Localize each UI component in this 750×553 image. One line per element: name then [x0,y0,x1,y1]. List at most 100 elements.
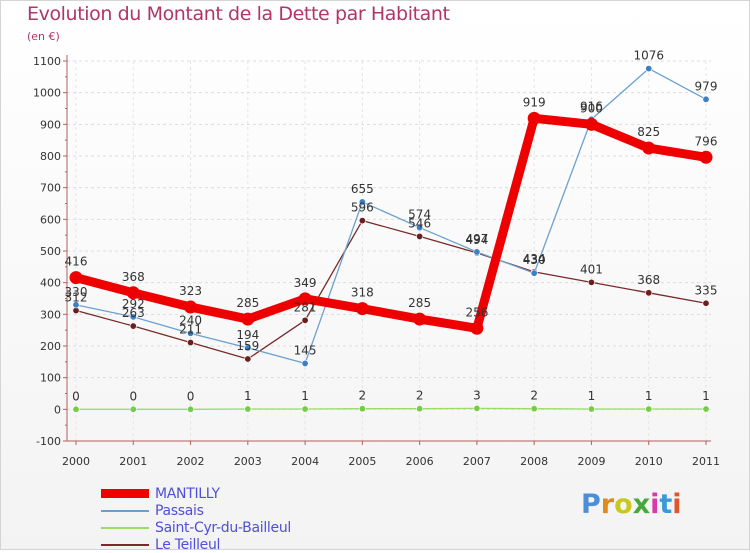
data-label: 263 [122,306,145,320]
logo-letter: P [581,489,601,520]
x-tick-label: 2008 [520,455,548,468]
data-point [702,405,710,413]
data-label: 292 [122,297,145,311]
data-label: 318 [351,286,374,300]
data-point [358,405,366,413]
x-tick-label: 2005 [348,455,376,468]
y-tick-label: 500 [40,245,61,258]
data-label: 916 [580,99,603,113]
data-label: 2 [359,389,367,403]
data-label: 416 [65,255,88,269]
data-point [416,232,424,240]
data-label: 796 [695,134,718,148]
logo-letter: x [632,489,651,520]
series-line-passais [75,67,707,365]
data-label: 1 [244,389,252,403]
data-point [645,65,653,73]
data-label: 655 [351,182,374,196]
data-label: 256 [465,305,488,319]
data-label: 0 [187,389,195,403]
data-point [587,278,595,286]
data-label: 211 [179,323,202,337]
chart-subtitle: (en €) [27,30,60,43]
x-tick-label: 2002 [177,455,205,468]
data-label: 349 [294,276,317,290]
logo-letter: r [600,489,615,520]
logo-letter: o [614,489,633,520]
data-point [530,405,538,413]
logo-letter: i [650,489,660,520]
data-point [473,404,481,412]
y-tick-label: 0 [54,403,61,416]
data-point [416,224,424,232]
y-tick-label: -100 [36,435,61,448]
data-point [587,405,595,413]
x-tick-label: 2009 [577,455,605,468]
logo-letter: i [672,489,682,520]
y-tick-label: 900 [40,118,61,131]
legend-label: Le Teilleul [155,536,221,553]
data-label: 312 [65,291,88,305]
data-label: 497 [465,232,488,246]
data-point [187,405,195,413]
x-tick-label: 2006 [406,455,434,468]
data-point [244,344,252,352]
data-point [702,95,710,103]
data-point [358,198,366,206]
data-label: 546 [408,216,431,230]
data-label: 919 [523,95,546,109]
x-tick-label: 2010 [635,455,663,468]
y-tick-label: 600 [40,213,61,226]
data-label: 1 [645,389,653,403]
data-label: 330 [65,285,88,299]
x-tick-label: 2004 [291,455,319,468]
legend-label: Saint-Cyr-du-Bailleul [155,519,291,536]
proxiti-logo: Proxiti [581,489,682,520]
data-label: 1 [301,389,309,403]
data-label: 3 [473,388,481,402]
data-point [129,405,137,413]
data-point [358,217,366,225]
x-tick-label: 2011 [692,455,720,468]
legend-swatch [101,509,149,512]
logo-letter: t [659,489,673,520]
series-line-mantilly [71,113,711,333]
y-tick-label: 800 [40,150,61,163]
data-point [129,313,137,321]
y-tick-label: 200 [40,340,61,353]
data-point [72,405,80,413]
legend-swatch [101,489,149,498]
data-label: 194 [236,328,259,342]
data-label: 825 [637,125,660,139]
data-label: 979 [695,79,718,93]
data-point [187,329,195,337]
data-point [244,405,252,413]
data-label: 1076 [633,49,664,63]
data-point [301,316,309,324]
series-line-saint-cyr-du-bailleul [75,407,707,410]
chart-title: Evolution du Montant de la Dette par Hab… [27,3,450,25]
data-point [72,301,80,309]
legend-item: Passais [101,502,291,519]
data-point [699,150,713,164]
y-tick-label: 400 [40,277,61,290]
data-point [645,405,653,413]
data-label: 434 [523,252,546,266]
legend-label: Passais [155,502,204,519]
legend-label: MANTILLY [155,485,220,502]
y-tick-label: 700 [40,182,61,195]
data-point [184,300,198,314]
data-label: 323 [179,284,202,298]
y-tick-label: 1100 [33,55,61,68]
data-label: 574 [408,208,431,222]
data-point [241,312,255,326]
data-label: 281 [294,300,317,314]
data-label: 0 [72,389,80,403]
data-label: 240 [179,313,202,327]
x-tick-label: 2003 [234,455,262,468]
data-label: 1 [588,389,596,403]
data-point [301,405,309,413]
data-label: 401 [580,262,603,276]
data-label: 368 [122,270,145,284]
